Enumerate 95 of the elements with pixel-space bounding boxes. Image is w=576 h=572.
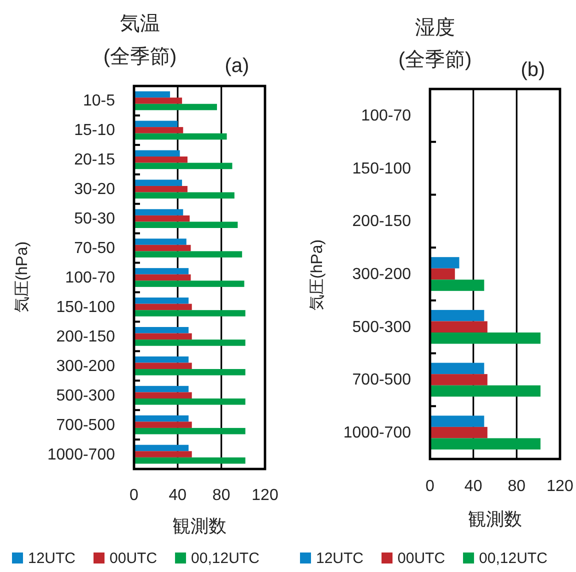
bar — [134, 186, 188, 192]
x-tick-label: 120 — [252, 486, 278, 504]
y-tick-label: 700-500 — [352, 371, 412, 388]
bar — [134, 298, 189, 304]
bar — [134, 192, 234, 199]
bar — [430, 257, 460, 268]
y-tick-label: 100-70 — [65, 269, 116, 286]
legend-label: 12UTC — [316, 550, 364, 566]
bar — [430, 426, 488, 438]
bar — [134, 222, 238, 228]
y-tick-label: 100-70 — [361, 106, 412, 124]
text: (b) — [520, 59, 546, 81]
y-tick-label: 500-300 — [352, 318, 412, 336]
bar — [430, 416, 484, 427]
y-tick-label: 15-10 — [74, 122, 116, 139]
bar — [430, 310, 484, 322]
bar — [430, 438, 540, 450]
y-axis-title: 気圧(hPa) — [308, 239, 326, 311]
bar — [134, 120, 178, 128]
bar — [134, 386, 189, 392]
bar — [134, 451, 192, 458]
bar — [134, 310, 246, 316]
x-tick-label: 0 — [426, 478, 435, 494]
x-axis-title: 観測数 — [172, 516, 226, 536]
bar — [134, 304, 192, 310]
y-axis-title: 気圧(hPa) — [14, 241, 30, 313]
y-tick-label: 70-50 — [74, 240, 116, 257]
chart-title: 湿度 — [415, 17, 455, 39]
legend-label: 12UTC — [28, 550, 76, 566]
bar — [134, 428, 246, 434]
bar — [134, 133, 227, 140]
x-tick-label: 120 — [546, 478, 574, 494]
y-tick-label: 1000-700 — [47, 446, 116, 463]
y-tick-label: 200-150 — [56, 328, 116, 345]
x-tick-label: 80 — [212, 486, 230, 504]
bar — [134, 127, 184, 134]
bar — [430, 268, 455, 280]
chart-subtitle: (全季節) — [103, 46, 177, 68]
x-tick-label: 40 — [168, 486, 187, 504]
bar — [134, 362, 192, 370]
bar — [134, 156, 188, 163]
bar — [134, 398, 246, 405]
bar — [134, 333, 192, 340]
bar — [134, 422, 192, 428]
bar — [430, 374, 488, 386]
bar — [134, 209, 184, 216]
y-tick-label: 50-30 — [74, 210, 116, 228]
bar — [134, 340, 246, 346]
bar — [134, 98, 182, 104]
legend-label: 00,12UTC — [479, 550, 548, 566]
bar — [134, 91, 170, 98]
bar — [134, 104, 217, 110]
x-tick-label: 0 — [130, 486, 139, 504]
y-tick-label: 10-5 — [82, 92, 116, 110]
y-tick-label: 20-15 — [74, 151, 116, 168]
bar — [134, 326, 189, 334]
legend-label: 00,12UTC — [191, 550, 260, 566]
x-tick-label: 40 — [464, 478, 482, 494]
y-tick-label: 150-100 — [352, 160, 412, 177]
text: (a) — [224, 55, 250, 77]
y-tick-label: 30-20 — [74, 180, 116, 198]
bar — [430, 385, 540, 397]
x-tick-label: 80 — [508, 478, 526, 494]
bar — [134, 415, 189, 422]
chart-subtitle: (全季節) — [398, 49, 472, 71]
y-tick-label: 1000-700 — [343, 424, 412, 442]
legend-label: 00UTC — [110, 550, 158, 566]
x-axis-title: 観測数 — [468, 509, 522, 529]
bar — [134, 369, 246, 376]
bar — [134, 251, 242, 258]
bar — [134, 268, 189, 274]
bar — [134, 356, 189, 363]
y-tick-label: 300-200 — [352, 266, 412, 282]
bar — [134, 392, 192, 398]
legend-label: 00UTC — [398, 550, 446, 566]
y-tick-label: 200-150 — [352, 212, 412, 230]
bar — [134, 280, 244, 287]
chart-title: 気温 — [120, 13, 160, 35]
bar — [134, 150, 180, 157]
bar — [134, 238, 186, 245]
y-tick-label: 300-200 — [56, 357, 116, 374]
bar — [134, 274, 191, 281]
bar — [430, 332, 540, 344]
bar — [430, 280, 484, 291]
bar — [430, 362, 484, 374]
bar — [134, 180, 182, 186]
bar — [134, 444, 189, 452]
bar — [134, 457, 246, 464]
y-tick-label: 150-100 — [56, 298, 116, 316]
bar — [134, 244, 191, 252]
bar — [134, 215, 190, 222]
bar — [134, 162, 232, 170]
y-tick-label: 700-500 — [56, 416, 116, 434]
bar — [430, 321, 488, 332]
y-tick-label: 500-300 — [56, 386, 116, 404]
